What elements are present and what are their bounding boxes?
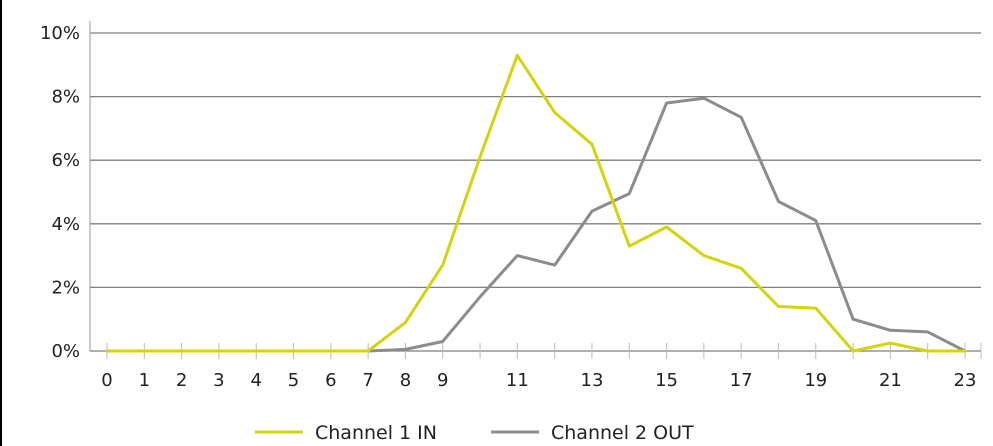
x-tick-label: 8 bbox=[400, 370, 411, 391]
legend: Channel 1 IN Channel 2 OUT bbox=[255, 422, 694, 444]
legend-label: Channel 1 IN bbox=[315, 422, 437, 444]
series-line-1 bbox=[105, 53, 967, 353]
x-tick-label: 9 bbox=[437, 370, 448, 391]
y-axis-tick-labels: 0% 2% 4% 6% 8% 10% bbox=[40, 23, 80, 362]
grid-lines bbox=[90, 32, 981, 289]
data-series bbox=[105, 53, 967, 353]
x-tick-label: 19 bbox=[804, 370, 827, 391]
y-tick-label: 2% bbox=[51, 277, 80, 298]
axes bbox=[89, 21, 982, 359]
x-tick-label: 3 bbox=[213, 370, 224, 391]
x-tick-label: 0 bbox=[101, 370, 112, 391]
y-tick-label: 6% bbox=[51, 150, 80, 171]
x-tick-label: 21 bbox=[879, 370, 902, 391]
x-tick-label: 4 bbox=[250, 370, 261, 391]
y-tick-label: 8% bbox=[51, 87, 80, 108]
x-tick-label: 13 bbox=[581, 370, 604, 391]
y-tick-label: 0% bbox=[51, 341, 80, 362]
x-tick-label: 5 bbox=[288, 370, 299, 391]
x-tick-label: 6 bbox=[325, 370, 336, 391]
x-tick-label: 11 bbox=[506, 370, 529, 391]
legend-label: Channel 2 OUT bbox=[551, 422, 694, 444]
x-tick-label: 7 bbox=[362, 370, 373, 391]
x-tick-label: 2 bbox=[176, 370, 187, 391]
x-tick-label: 1 bbox=[139, 370, 150, 391]
x-tick-label: 17 bbox=[730, 370, 753, 391]
y-tick-label: 4% bbox=[51, 214, 80, 235]
x-axis-tick-labels: 0 1 2 3 4 5 6 7 8 9 11 13 15 17 19 21 23 bbox=[101, 370, 976, 391]
x-tick-label: 23 bbox=[954, 370, 977, 391]
x-tick-label: 15 bbox=[655, 370, 678, 391]
y-tick-label: 10% bbox=[40, 23, 80, 44]
series-line-2 bbox=[105, 96, 967, 353]
